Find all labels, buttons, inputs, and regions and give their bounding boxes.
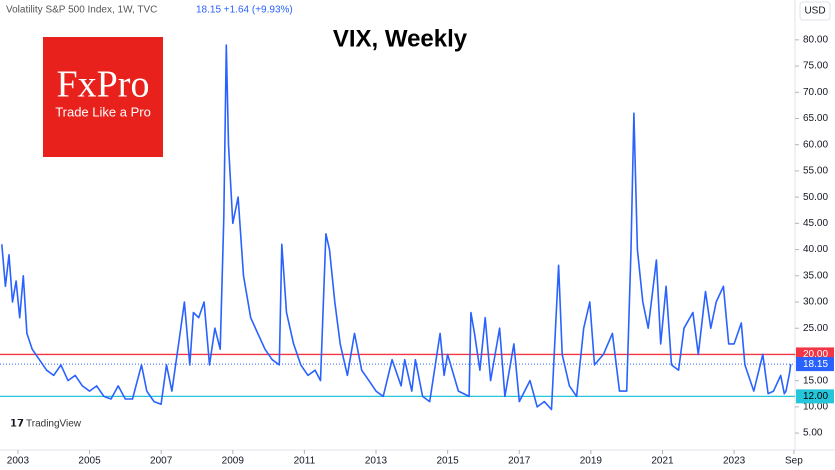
y-tick-label: 15.00 [803, 375, 828, 386]
y-tick-label: 60.00 [803, 139, 828, 150]
x-tick-label: 2011 [294, 456, 316, 467]
y-tick-label: 50.00 [803, 192, 828, 203]
x-tick-label: 2019 [580, 456, 603, 467]
chart-title: VIX, Weekly [333, 25, 468, 52]
currency-box[interactable] [799, 1, 831, 21]
y-tick-label: 5.00 [803, 428, 823, 439]
x-tick-label: 2003 [7, 456, 30, 467]
x-tick-label: 2021 [651, 456, 674, 467]
watermark: TradingView [26, 419, 82, 430]
header-name: Volatility S&P 500 Index, 1W, TVC [6, 5, 157, 16]
y-tick-label: 35.00 [803, 270, 828, 281]
y-tick-label: 45.00 [803, 218, 828, 229]
watermark-icon: 𝟭𝟳 [10, 419, 24, 430]
x-tick-label: 2005 [78, 456, 101, 467]
y-tick-label: 55.00 [803, 166, 828, 177]
y-tick-label: 80.00 [803, 34, 828, 45]
y-tick-label: 75.00 [803, 61, 828, 72]
x-tick-label: Sep [785, 456, 803, 467]
header-quote: 18.15 +1.64 (+9.93%) [196, 5, 293, 16]
x-tick-label: 2017 [508, 456, 531, 467]
y-tick-label: 70.00 [803, 87, 828, 98]
y-tick-label: 30.00 [803, 297, 828, 308]
currency[interactable]: USD [804, 6, 825, 17]
last-price-box [796, 357, 834, 372]
x-tick-label: 2007 [150, 456, 173, 467]
x-tick-label: 2015 [437, 456, 460, 467]
logo-text: FxPro [57, 64, 150, 106]
reference-label: 20.00 [803, 349, 828, 360]
x-tick-label: 2013 [365, 456, 388, 467]
reference-label: 12.00 [803, 391, 828, 402]
reference-label-box [796, 389, 834, 404]
y-tick-label: 25.00 [803, 323, 828, 334]
x-tick-label: 2023 [723, 456, 746, 467]
logo-box [43, 37, 163, 157]
y-tick-label: 65.00 [803, 113, 828, 124]
last-price-label: 18.15 [803, 359, 828, 370]
y-tick-label: 10.00 [803, 401, 828, 412]
logo-slogan: Trade Like a Pro [55, 104, 151, 119]
y-tick-label: 40.00 [803, 244, 828, 255]
x-tick-label: 2009 [222, 456, 245, 467]
line-series [1, 44, 792, 411]
